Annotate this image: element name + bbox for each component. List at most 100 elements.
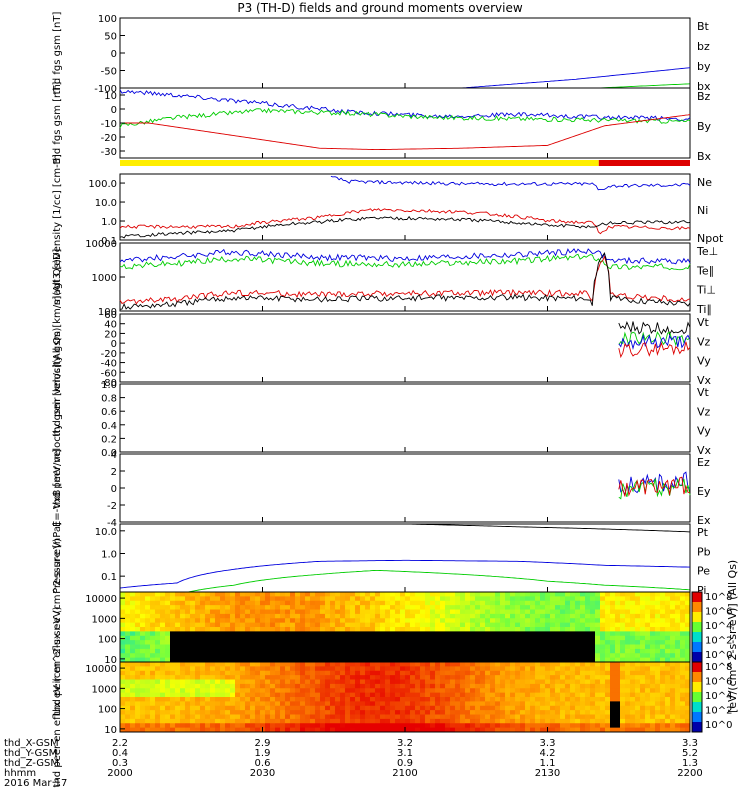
heatmap-cell [660,727,666,733]
heatmap-cell [610,714,616,720]
heatmap-cell [300,657,306,663]
heatmap-cell [450,600,456,606]
heatmap-cell [475,622,481,628]
heatmap-cell [300,609,306,615]
heatmap-cell [240,648,246,654]
heatmap-cell [160,622,166,628]
heatmap-cell [460,657,466,663]
heatmap-cell [310,723,316,729]
heatmap-cell [680,622,686,628]
heatmap-cell [620,648,626,654]
heatmap-cell [500,662,506,667]
heatmap-cell [315,670,321,676]
heatmap-cell [355,675,361,680]
heatmap-cell [560,675,566,680]
heatmap-cell [175,644,181,650]
heatmap-cell [255,618,261,624]
heatmap-cell [355,723,361,729]
heatmap-cell [455,653,461,659]
heatmap-cell [285,705,291,711]
heatmap-cell [455,679,461,685]
heatmap-cell [260,600,266,606]
heatmap-cell [375,640,381,645]
heatmap-cell [265,701,271,707]
heatmap-cell [240,679,246,685]
heatmap-cell [270,683,276,689]
heatmap-cell [510,609,516,615]
heatmap-cell [360,600,366,606]
heatmap-cell [430,644,436,650]
heatmap-cell [670,727,676,733]
heatmap-cell [565,714,571,720]
heatmap-cell [200,666,206,672]
heatmap-cell [420,683,426,689]
heatmap-cell [535,605,541,610]
heatmap-cell [235,609,241,615]
heatmap-cell [580,675,586,680]
heatmap-cell [245,683,251,689]
heatmap-cell [615,609,621,615]
heatmap-cell [485,640,491,645]
heatmap-cell [295,618,301,624]
heatmap-cell [490,600,496,606]
y-tick-label: 0.1 [101,236,117,247]
heatmap-cell [255,697,261,702]
heatmap-cell [530,596,536,602]
heatmap-cell [660,635,666,641]
heatmap-cell [500,627,506,632]
heatmap-cell [655,609,661,615]
heatmap-cell [125,714,131,720]
heatmap-cell [545,666,551,672]
heatmap-cell [365,688,371,694]
heatmap-cell [180,627,186,632]
heatmap-cell [380,675,386,680]
heatmap-cell [485,692,491,698]
heatmap-cell [435,605,441,610]
heatmap-cell [280,592,286,597]
series-Ti⊥ [119,248,691,265]
heatmap-cell [285,679,291,685]
heatmap-cell [125,679,131,685]
heatmap-cell [665,697,671,702]
heatmap-cell [380,609,386,615]
heatmap-cell [340,644,346,650]
heatmap-cell [370,727,376,733]
heatmap-cell [650,688,656,694]
heatmap-cell [430,635,436,641]
heatmap-cell [220,640,226,645]
heatmap-cell [415,640,421,645]
heatmap-cell [635,705,641,711]
heatmap-cell [315,627,321,632]
legend-1: Ey [697,485,711,498]
heatmap-cell [350,727,356,733]
heatmap-cell [180,701,186,707]
heatmap-cell [210,662,216,667]
ephemeris-value: 0.9 [397,758,413,769]
heatmap-cell [525,675,531,680]
heatmap-cell [470,701,476,707]
heatmap-cell [250,662,256,667]
series-Te⊥ [119,255,691,305]
heatmap-cell [340,662,346,667]
heatmap-cell [230,592,236,597]
heatmap-cell [490,683,496,689]
heatmap-cell [410,635,416,641]
heatmap-cell [305,666,311,672]
heatmap-cell [275,666,281,672]
heatmap-cell [190,600,196,606]
heatmap-cell [405,662,411,667]
heatmap-cell [240,723,246,729]
ephemeris-value: 2130 [535,768,560,779]
heatmap-cell [405,644,411,650]
heatmap-cell [250,600,256,606]
heatmap-cell [135,644,141,650]
heatmap-cell [160,600,166,606]
heatmap-cell [510,592,516,597]
y-tick-label: 100 [98,307,117,318]
heatmap-cell [555,653,561,659]
heatmap-cell [510,697,516,702]
heatmap-cell [145,705,151,711]
heatmap-cell [605,609,611,615]
heatmap-cell [305,627,311,632]
heatmap-cell [235,627,241,632]
